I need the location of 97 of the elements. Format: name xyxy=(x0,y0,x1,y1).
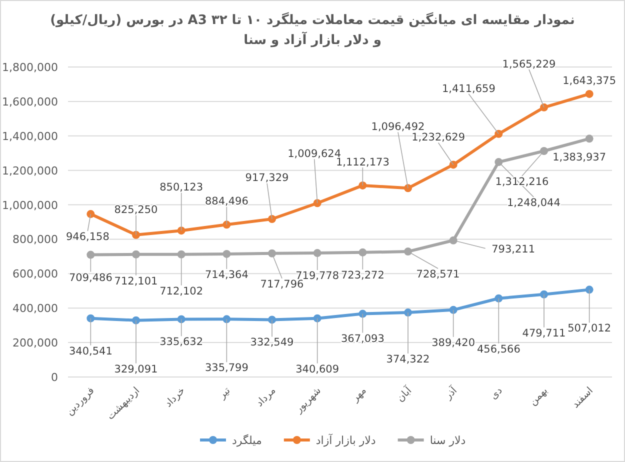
data-label: 332,549 xyxy=(250,336,294,349)
point xyxy=(449,160,458,169)
legend-label: میلگرد xyxy=(232,434,262,447)
data-label: 1,112,173 xyxy=(336,156,390,168)
point xyxy=(222,220,231,229)
data-label: 884,496 xyxy=(204,196,249,208)
data-label: 479,711 xyxy=(522,327,566,340)
y-tick-label: 1,200,000 xyxy=(2,164,58,178)
x-tick-label: مهر xyxy=(349,385,369,405)
x-tick-label: شهریور xyxy=(292,385,324,416)
x-tick-label: آبان xyxy=(394,383,415,404)
data-label: 507,012 xyxy=(568,322,612,335)
point xyxy=(86,210,95,218)
data-label: 367,093 xyxy=(340,332,384,345)
y-tick-label: 1,800,000 xyxy=(2,61,58,74)
y-tick-label: 400,000 xyxy=(12,302,58,316)
point xyxy=(358,310,367,318)
point xyxy=(540,290,548,298)
point xyxy=(358,248,367,256)
data-label: 728,571 xyxy=(416,268,460,281)
x-tick-label: دی xyxy=(488,385,505,402)
point xyxy=(494,294,503,302)
x-tick-label: فروردین xyxy=(64,385,97,418)
y-tick-label: 800,000 xyxy=(12,233,58,246)
y-tick-label: 1,400,000 xyxy=(2,130,58,143)
legend-label: دلار سنا xyxy=(430,434,466,447)
data-label: 917,329 xyxy=(245,172,289,184)
y-tick-label: 600,000 xyxy=(12,268,58,281)
data-label: 1,411,659 xyxy=(442,82,496,95)
point xyxy=(132,316,140,324)
point xyxy=(585,134,594,143)
data-label: 1,565,229 xyxy=(502,58,556,70)
point xyxy=(585,90,594,98)
data-label: 717,796 xyxy=(260,278,304,290)
legend-label: دلار بازار آزاد xyxy=(316,433,376,447)
data-label: 340,609 xyxy=(296,363,340,376)
point xyxy=(540,147,548,156)
point xyxy=(86,314,95,322)
point xyxy=(313,314,322,322)
point xyxy=(404,308,412,317)
data-label: 329,091 xyxy=(114,363,158,376)
y-tick-label: 200,000 xyxy=(12,336,58,350)
x-tick-label: اسفند xyxy=(570,385,596,410)
point xyxy=(177,226,186,235)
data-label: 1,232,629 xyxy=(412,132,466,144)
data-label: 1,096,492 xyxy=(371,121,425,134)
data-label: 335,799 xyxy=(204,362,248,374)
data-label: 712,102 xyxy=(160,285,204,298)
data-label: 825,250 xyxy=(114,204,158,216)
point xyxy=(268,249,276,258)
data-label: 1,383,937 xyxy=(552,152,606,164)
point xyxy=(313,249,322,258)
y-tick-label: 1,000,000 xyxy=(2,198,58,212)
x-tick-label: بهمن xyxy=(528,385,550,408)
point xyxy=(358,181,367,190)
point xyxy=(449,306,458,314)
chart-subtitle: و دلار بازار آزاد و سنا xyxy=(244,31,382,48)
point xyxy=(222,250,231,258)
data-label: 723,272 xyxy=(340,269,384,282)
data-label: 709,486 xyxy=(68,272,113,284)
point xyxy=(222,315,231,324)
point xyxy=(313,199,322,208)
data-label: 374,322 xyxy=(386,354,430,366)
point xyxy=(494,158,503,166)
point xyxy=(268,316,276,324)
x-tick-label: آذر xyxy=(441,383,460,402)
point xyxy=(449,236,458,244)
x-tick-label: اردیبهشت xyxy=(105,385,142,422)
data-label: 456,566 xyxy=(476,343,521,356)
point xyxy=(585,286,594,294)
data-label: 946,158 xyxy=(66,231,110,244)
point xyxy=(132,230,140,239)
y-tick-label: 0 xyxy=(51,371,58,384)
data-label: 793,211 xyxy=(492,243,536,256)
chart-title: نمودار مقایسه ای میانگین قیمت معاملات میلگرد ۱۰ تا ۳۲ A3 در بورس (ریال/کیلو) xyxy=(50,12,575,28)
data-label: 335,632 xyxy=(160,336,204,348)
point xyxy=(132,250,140,258)
data-label: 714,364 xyxy=(204,268,249,281)
data-label: 1,248,044 xyxy=(506,197,561,210)
y-tick-label: 1,600,000 xyxy=(2,95,58,108)
point xyxy=(404,184,412,192)
point xyxy=(404,248,412,256)
data-label: 389,420 xyxy=(432,336,476,349)
point xyxy=(540,103,548,112)
x-tick-label: خرداد xyxy=(163,385,188,410)
data-label: 1,643,375 xyxy=(562,74,616,87)
point xyxy=(268,215,276,224)
x-tick-label: مرداد xyxy=(254,385,278,410)
point xyxy=(86,250,95,259)
point xyxy=(177,315,186,324)
data-label: 712,101 xyxy=(114,275,158,288)
point xyxy=(177,250,186,258)
x-tick-label: تیر xyxy=(216,385,233,402)
data-label: 1,312,216 xyxy=(495,176,550,188)
point xyxy=(494,130,503,138)
data-label: 340,541 xyxy=(68,345,112,358)
data-label: 850,123 xyxy=(160,182,204,194)
